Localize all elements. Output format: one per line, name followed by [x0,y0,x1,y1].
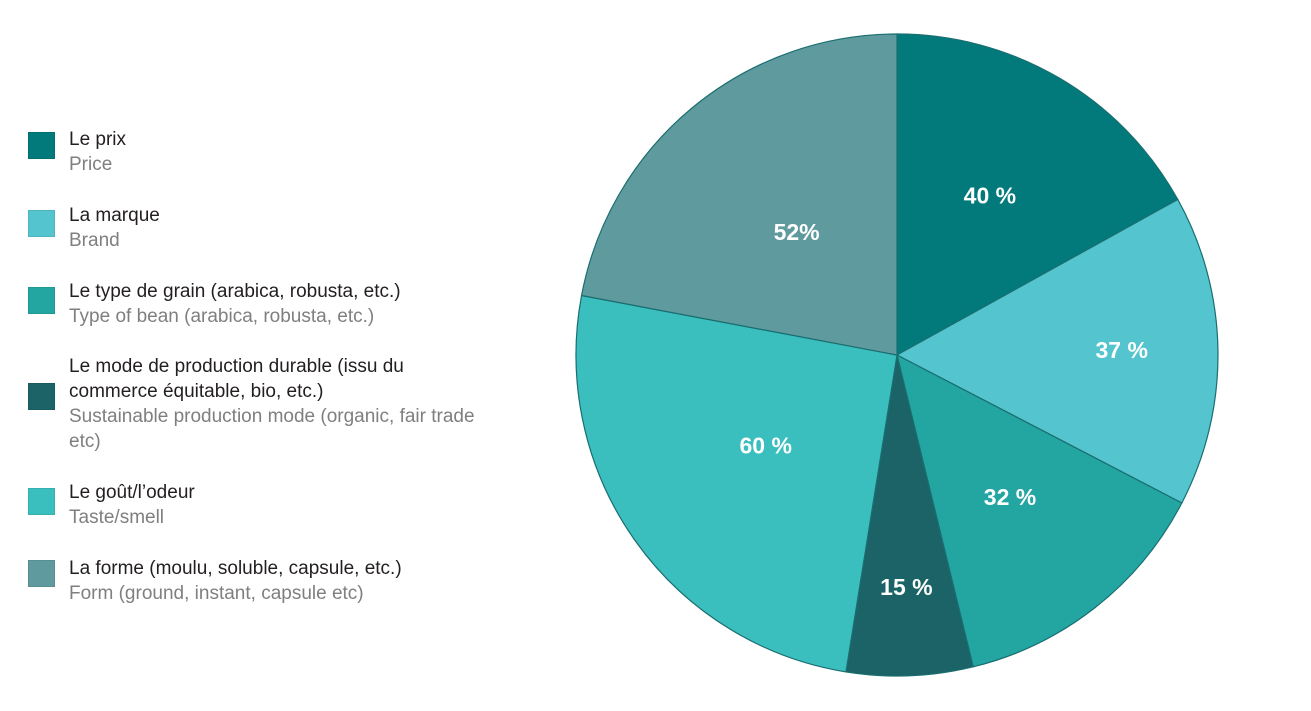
legend-swatch-taste [28,488,55,515]
pie-slice-brand [895,198,1219,504]
pie-label-sustainable: 15 % [880,574,932,600]
legend-label-en: Sustainable production mode (organic, fa… [69,406,475,452]
legend-label-en: Price [69,154,113,175]
legend-label-sustainable: Le mode de production durable (issu du c… [69,354,479,454]
legend-swatch-sustainable [28,383,55,410]
legend-label-fr: Le type de grain (arabica, robusta, etc.… [69,281,401,302]
legend-label-en: Type of bean (arabica, robusta, etc.) [69,306,375,327]
pie-slice-sustainable [845,354,974,677]
pie-slice-price [896,33,1179,357]
pie-slice-form [580,33,898,356]
legend-label-fr: La forme (moulu, soluble, capsule, etc.) [69,558,402,579]
legend-label-fr: Le prix [69,129,127,150]
legend-label-brand: La marque Brand [69,203,479,253]
legend-label-en: Brand [69,230,120,251]
pie-label-bean-type: 32 % [984,484,1036,510]
legend-label-en: Taste/smell [69,507,165,528]
legend-swatch-brand [28,210,55,237]
pie-label-taste: 60 % [739,432,791,458]
pie-slices [575,33,1219,677]
legend-swatch-price [28,132,55,159]
legend-label-en: Form (ground, instant, capsule etc) [69,583,364,604]
legend-label-taste: Le goût/l’odeur Taste/smell [69,480,479,530]
legend-label-price: Le prix Price [69,127,479,177]
legend-label-fr: Le mode de production durable (issu du c… [69,356,404,402]
pie-slice-taste [575,294,898,673]
legend-label-fr: Le goût/l’odeur [69,482,195,503]
pie-label-form: 52% [774,219,820,245]
pie-label-price: 40 % [964,182,1016,208]
legend-label-fr: La marque [69,205,160,226]
legend-label-form: La forme (moulu, soluble, capsule, etc.)… [69,556,479,606]
legend-swatch-form [28,560,55,587]
pie-labels: 40 % 37 % 32 % 15 % 60 % 52% [739,182,1147,600]
legend-swatch-bean-type [28,287,55,314]
pie-label-brand: 37 % [1095,337,1147,363]
legend-label-bean-type: Le type de grain (arabica, robusta, etc.… [69,279,479,329]
pie-slice-bean-type [896,353,1183,668]
